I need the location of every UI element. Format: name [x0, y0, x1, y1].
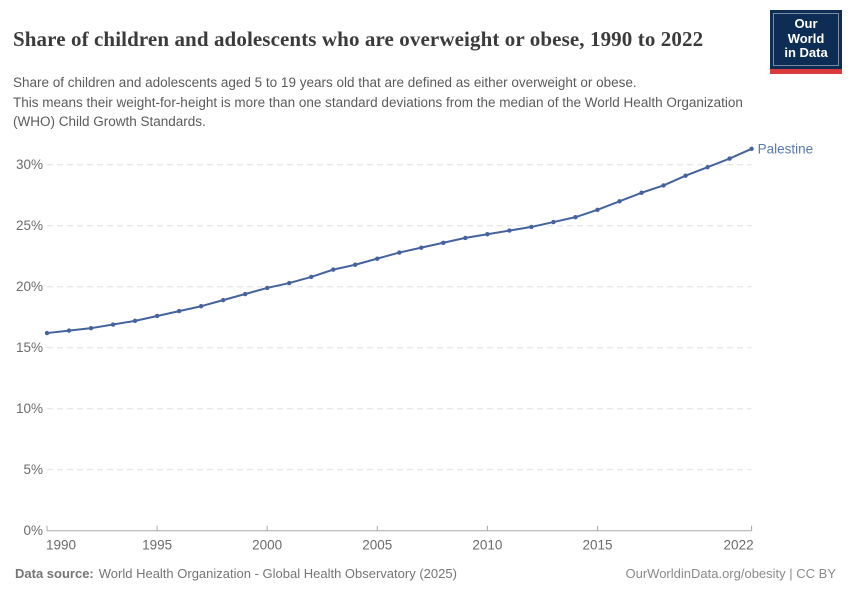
- owid-logo-line2: in Data: [784, 45, 828, 61]
- y-axis-tick-label: 15%: [16, 340, 43, 355]
- palestine-line: [46, 147, 753, 335]
- data-point[interactable]: [88, 325, 94, 331]
- subtitle-line-1: Share of children and adolescents aged 5…: [13, 75, 637, 90]
- data-point[interactable]: [507, 228, 512, 233]
- data-point[interactable]: [154, 313, 160, 319]
- data-point[interactable]: [66, 328, 72, 333]
- data-point[interactable]: [309, 274, 314, 280]
- data-source-value: World Health Organization - Global Healt…: [98, 566, 457, 581]
- data-point[interactable]: [639, 190, 644, 195]
- y-axis-tick-label: 30%: [16, 157, 43, 172]
- owid-logo-red-stripe: [770, 68, 842, 74]
- data-point[interactable]: [661, 183, 666, 188]
- data-point[interactable]: [463, 235, 468, 241]
- y-axis-tick-label: 20%: [16, 279, 43, 294]
- data-point[interactable]: [110, 322, 116, 327]
- chart-footer: Data source: World Health Organization - …: [15, 566, 836, 581]
- y-axis-tick-label: 25%: [16, 218, 43, 233]
- data-source: Data source: World Health Organization - …: [15, 566, 457, 581]
- x-axis-tick-label: 2010: [472, 538, 502, 553]
- data-point[interactable]: [419, 245, 424, 250]
- page-title: Share of children and adolescents who ar…: [13, 27, 704, 52]
- subtitle-line-3: (WHO) Child Growth Standards.: [13, 114, 206, 129]
- x-axis-tick-label: 1995: [142, 538, 172, 553]
- y-axis-tick-label: 10%: [16, 401, 43, 416]
- data-point[interactable]: [287, 280, 292, 286]
- owid-logo[interactable]: Our World in Data: [770, 10, 842, 74]
- x-axis-tick-label: 2000: [252, 538, 282, 553]
- data-point[interactable]: [176, 308, 182, 314]
- series-end-label[interactable]: Palestine: [758, 141, 814, 156]
- data-point[interactable]: [242, 291, 248, 297]
- data-point[interactable]: [220, 297, 226, 303]
- data-point[interactable]: [573, 214, 578, 220]
- x-axis-tick-label: 2005: [362, 538, 392, 553]
- y-axis-tick-label: 0%: [23, 523, 43, 538]
- x-axis-tick-label: 2022: [724, 538, 754, 553]
- data-point[interactable]: [375, 256, 380, 261]
- owid-logo-box: Our World in Data: [770, 10, 842, 69]
- data-point[interactable]: [331, 267, 336, 272]
- data-point[interactable]: [132, 318, 138, 324]
- x-axis-tick-label: 1990: [46, 538, 76, 553]
- y-axis-tick-label: 5%: [23, 462, 43, 477]
- x-axis-tick-label: 2015: [582, 538, 612, 553]
- owid-logo-line1: Our World: [787, 16, 825, 46]
- data-point[interactable]: [353, 262, 358, 267]
- data-point[interactable]: [485, 232, 490, 237]
- subtitle-line-2: This means their weight-for-height is mo…: [13, 94, 743, 110]
- data-point[interactable]: [749, 146, 754, 152]
- data-point[interactable]: [198, 304, 204, 309]
- data-point[interactable]: [44, 330, 50, 336]
- credit-link[interactable]: OurWorldinData.org/obesity | CC BY: [625, 566, 837, 581]
- owid-logo-text: Our World in Data: [773, 13, 839, 66]
- data-source-label: Data source:: [15, 566, 94, 581]
- data-point[interactable]: [617, 199, 622, 204]
- data-point[interactable]: [529, 224, 534, 230]
- data-point[interactable]: [264, 285, 270, 291]
- data-point[interactable]: [683, 173, 688, 178]
- data-point[interactable]: [397, 250, 402, 255]
- data-point[interactable]: [441, 240, 446, 245]
- chart-subtitle: Share of children and adolescents aged 5…: [13, 73, 743, 132]
- data-point[interactable]: [551, 219, 556, 225]
- data-point[interactable]: [727, 156, 732, 161]
- data-point[interactable]: [705, 164, 710, 170]
- data-point[interactable]: [595, 207, 600, 213]
